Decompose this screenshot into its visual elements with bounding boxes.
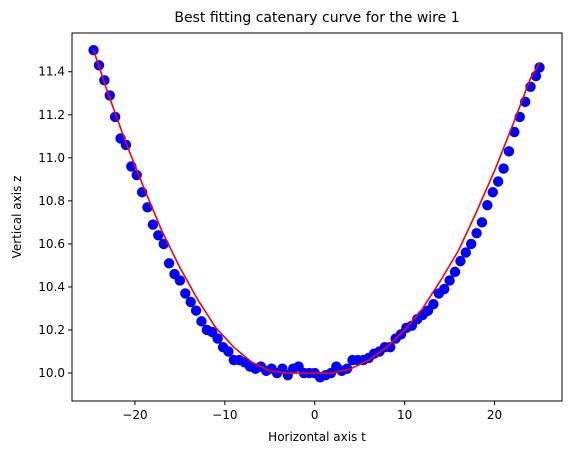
scatter-point <box>185 296 196 308</box>
scatter-point <box>492 176 504 187</box>
scatter-point <box>465 238 477 250</box>
scatter-point <box>341 363 353 374</box>
x-tick-label: −20 <box>122 408 147 422</box>
scatter-point <box>212 333 223 344</box>
scatter-point <box>482 199 493 211</box>
scatter-point <box>439 283 450 295</box>
x-axis: −20 −10 0 10 20 <box>122 401 502 422</box>
scatter-point <box>498 163 509 174</box>
scatter-point <box>487 187 498 198</box>
y-tick-label: 10.4 <box>38 280 65 294</box>
y-tick-label: 10.8 <box>38 194 65 208</box>
chart-title: Best fitting catenary curve for the wire… <box>174 10 459 26</box>
y-axis-label: Vertical axis z <box>10 176 24 259</box>
x-tick-label: 0 <box>311 408 319 422</box>
y-tick-label: 10.2 <box>38 323 65 337</box>
plot-area <box>88 45 545 383</box>
scatter-point <box>180 288 191 299</box>
scatter-point <box>503 146 515 157</box>
scatter-point <box>460 247 471 258</box>
scatter-point <box>223 346 234 357</box>
scatter-point <box>471 227 482 239</box>
y-tick-label: 10.6 <box>38 237 65 251</box>
scatter-point <box>476 217 488 228</box>
scatter-point <box>444 275 455 286</box>
y-tick-label: 11.0 <box>38 151 65 165</box>
scatter-point <box>190 305 202 316</box>
y-axis: 10.0 10.2 10.4 10.6 10.8 11.0 11.2 11.4 <box>38 65 72 380</box>
scatter-point <box>88 45 99 56</box>
x-axis-label: Horizontal axis t <box>268 430 366 444</box>
x-tick-label: −10 <box>212 408 237 422</box>
scatter-point <box>428 298 439 310</box>
scatter-point <box>385 341 396 353</box>
y-tick-label: 11.2 <box>38 108 65 122</box>
x-tick-label: 20 <box>487 408 502 422</box>
scatter-point <box>174 275 186 286</box>
y-tick-label: 11.4 <box>38 65 65 79</box>
scatter-point <box>196 316 207 327</box>
axes-frame <box>71 32 563 402</box>
x-tick-label: 10 <box>397 408 412 422</box>
scatter-point <box>153 230 164 241</box>
scatter-point <box>534 62 545 73</box>
scatter-point <box>147 219 159 230</box>
y-tick-label: 10.0 <box>38 366 65 380</box>
scatter-point <box>455 255 466 267</box>
scatter-point <box>449 266 461 278</box>
fitted-curve-line <box>92 49 541 374</box>
scatter-point <box>163 258 175 269</box>
